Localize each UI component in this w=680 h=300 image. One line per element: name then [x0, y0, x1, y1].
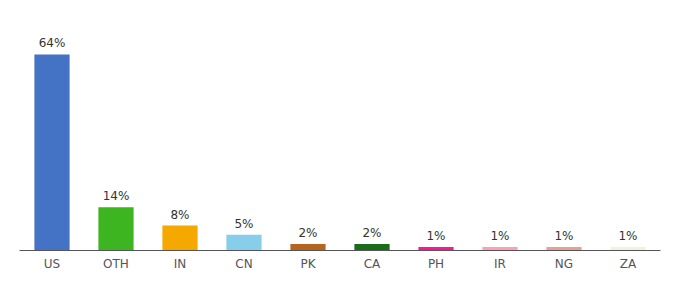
svg-text:64%: 64%: [39, 36, 66, 50]
svg-text:8%: 8%: [170, 208, 189, 222]
svg-text:5%: 5%: [234, 217, 253, 231]
svg-text:PH: PH: [428, 257, 444, 271]
svg-text:CA: CA: [364, 257, 381, 271]
svg-text:2%: 2%: [362, 226, 381, 240]
svg-text:OTH: OTH: [103, 257, 129, 271]
svg-text:US: US: [44, 257, 60, 271]
svg-text:1%: 1%: [618, 229, 637, 243]
svg-text:IR: IR: [494, 257, 506, 271]
svg-text:1%: 1%: [426, 229, 445, 243]
svg-text:IN: IN: [174, 257, 187, 271]
svg-text:CN: CN: [235, 257, 252, 271]
svg-text:14%: 14%: [103, 189, 130, 203]
svg-text:1%: 1%: [490, 229, 509, 243]
svg-text:2%: 2%: [298, 226, 317, 240]
svg-text:PK: PK: [300, 257, 316, 271]
svg-text:ZA: ZA: [620, 257, 637, 271]
svg-text:1%: 1%: [554, 229, 573, 243]
svg-text:NG: NG: [555, 257, 573, 271]
